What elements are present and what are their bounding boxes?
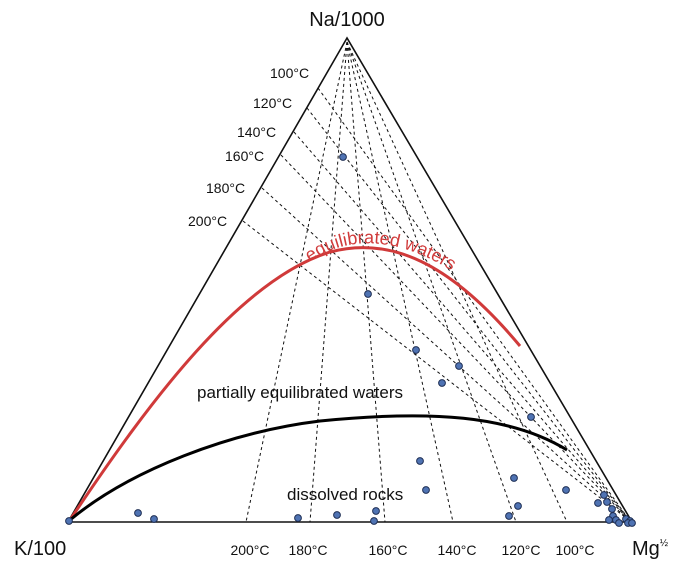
sample-point bbox=[594, 499, 602, 507]
sample-point bbox=[615, 519, 623, 527]
vertex-label-mg: Mg½ bbox=[632, 538, 669, 560]
isotherm-na-k-200 bbox=[242, 220, 631, 522]
sample-point bbox=[438, 379, 446, 387]
k-mg-isotherms bbox=[245, 41, 568, 523]
k-mg-label-100: 100°C bbox=[555, 542, 594, 558]
dissolved-rocks-label: dissolved rocks bbox=[287, 485, 403, 504]
isotherm-k-mg-200 bbox=[245, 41, 348, 523]
sample-point bbox=[150, 515, 158, 523]
sample-point bbox=[562, 486, 570, 494]
na-k-isotherm-labels: 100°C 120°C 140°C 160°C 180°C 200°C bbox=[188, 65, 309, 229]
na-k-label-140: 140°C bbox=[237, 124, 276, 140]
isotherm-na-k-120 bbox=[306, 107, 631, 522]
sample-point bbox=[605, 516, 613, 524]
sample-point bbox=[364, 290, 372, 298]
sample-point bbox=[416, 457, 424, 465]
k-mg-label-140: 140°C bbox=[437, 542, 476, 558]
sample-point bbox=[505, 512, 513, 520]
sample-point bbox=[510, 474, 518, 482]
vertex-label-na: Na/1000 bbox=[309, 9, 385, 31]
isotherm-k-mg-180 bbox=[309, 41, 348, 523]
partially-equilibrated-label: partially equilibrated waters bbox=[197, 383, 403, 402]
full-equilibrium-line bbox=[68, 246, 522, 521]
sample-point bbox=[514, 502, 522, 510]
isotherm-k-mg-160 bbox=[346, 41, 386, 523]
isotherm-na-k-180 bbox=[261, 187, 631, 522]
sample-point bbox=[455, 362, 463, 370]
sample-point bbox=[65, 517, 73, 525]
na-k-label-160: 160°C bbox=[225, 148, 264, 164]
na-k-label-100: 100°C bbox=[270, 65, 309, 81]
k-mg-label-180: 180°C bbox=[288, 542, 327, 558]
sample-points bbox=[65, 153, 636, 527]
na-k-label-120: 120°C bbox=[253, 95, 292, 111]
sample-point bbox=[600, 491, 608, 499]
isotherm-na-k-100 bbox=[317, 87, 631, 522]
isotherm-na-k-140 bbox=[293, 131, 631, 522]
sample-point bbox=[370, 517, 378, 525]
k-mg-label-160: 160°C bbox=[368, 542, 407, 558]
sample-point bbox=[372, 507, 380, 515]
sample-point bbox=[339, 153, 347, 161]
vertex-label-k: K/100 bbox=[14, 538, 66, 560]
na-k-label-180: 180°C bbox=[206, 180, 245, 196]
immature-waters-line bbox=[69, 414, 568, 522]
isotherm-k-mg-120 bbox=[346, 41, 517, 523]
sample-point bbox=[134, 509, 142, 517]
sample-point bbox=[333, 511, 341, 519]
sample-point bbox=[603, 498, 611, 506]
sample-point bbox=[412, 346, 420, 354]
na-k-isotherms bbox=[242, 87, 631, 522]
sample-point bbox=[422, 486, 430, 494]
sample-point bbox=[608, 505, 616, 513]
isotherm-na-k-160 bbox=[280, 154, 631, 522]
equilibrated-waters-label: equilibrated waters bbox=[301, 227, 460, 274]
sample-point bbox=[527, 413, 535, 421]
k-mg-label-200: 200°C bbox=[230, 542, 269, 558]
sample-point bbox=[628, 519, 636, 527]
na-k-label-200: 200°C bbox=[188, 213, 227, 229]
sample-point bbox=[294, 514, 302, 522]
isotherm-k-mg-140 bbox=[346, 41, 454, 523]
k-mg-label-120: 120°C bbox=[501, 542, 540, 558]
k-mg-isotherm-labels: 200°C 180°C 160°C 140°C 120°C 100°C bbox=[230, 542, 594, 558]
ternary-triangle bbox=[66, 36, 634, 523]
